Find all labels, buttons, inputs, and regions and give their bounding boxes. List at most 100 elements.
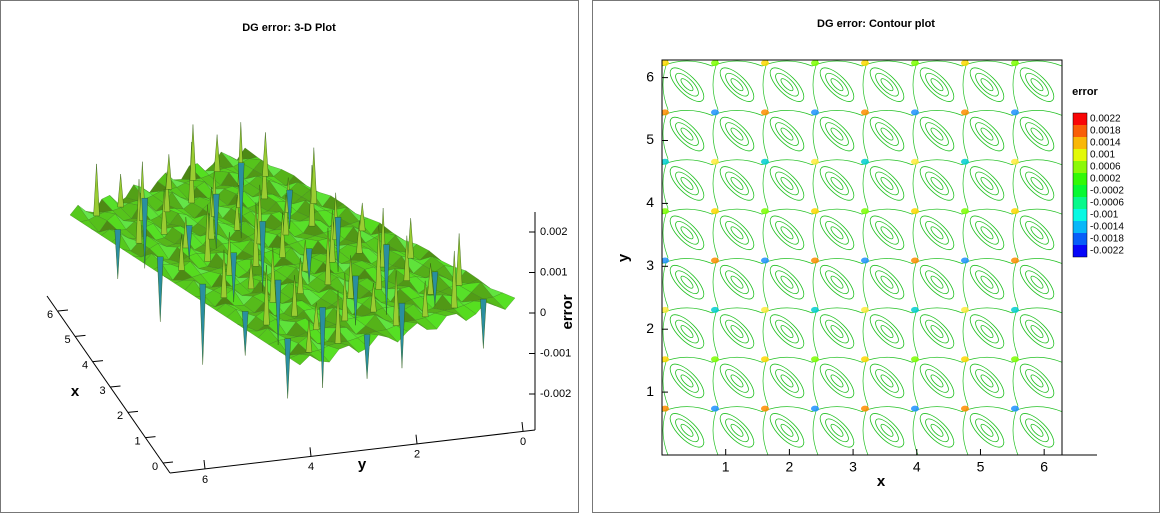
contour-line	[719, 166, 755, 201]
contour-spot	[811, 208, 819, 215]
contour-spot	[961, 60, 969, 66]
contour-line	[975, 72, 999, 97]
contour-line	[769, 166, 805, 201]
contour-line	[730, 127, 744, 141]
contour-line	[775, 418, 799, 443]
contour-spot	[861, 405, 869, 412]
contour-line	[825, 369, 849, 393]
surface-spike	[114, 229, 121, 279]
contour-spot	[911, 356, 919, 363]
contour-line	[875, 319, 899, 344]
contour-line	[869, 413, 905, 448]
contour-spot	[861, 356, 869, 363]
surface-spike	[356, 220, 363, 254]
y-tick-label: 5	[646, 131, 654, 147]
contour-line	[1025, 72, 1049, 97]
contour-spot	[861, 158, 869, 165]
surface-spike	[247, 259, 255, 290]
contour-spot	[961, 356, 969, 363]
y-tick-label: 2	[414, 449, 420, 461]
contour-line	[925, 220, 949, 245]
contour-line	[930, 78, 944, 92]
contour-spot	[1011, 405, 1019, 412]
contour-line	[830, 275, 844, 289]
surface-spike	[230, 252, 237, 303]
contour-line	[930, 176, 944, 190]
contour-spot	[1011, 158, 1019, 165]
x-axis-label: x	[71, 383, 80, 400]
surface-spike	[178, 234, 185, 271]
contour-line	[675, 270, 699, 295]
surface-spike	[359, 202, 366, 232]
contour-spot	[911, 109, 919, 116]
contour-line	[730, 423, 744, 437]
contour-line	[669, 413, 705, 448]
contour-line	[725, 418, 749, 443]
x-tick-label: 6	[47, 309, 53, 321]
surface-spike	[427, 263, 434, 295]
surface-spike	[259, 221, 266, 292]
contour-line	[675, 220, 699, 245]
contour-spot	[861, 306, 869, 313]
contour-line	[980, 275, 994, 289]
contour-line	[975, 369, 999, 393]
contour-line	[1030, 176, 1044, 190]
y-tick	[203, 459, 206, 470]
surface-spike	[310, 147, 318, 204]
x-tick-label: 1	[134, 436, 140, 448]
contour-spot	[861, 109, 869, 116]
z-tick-label: 0.002	[540, 226, 568, 238]
contour-line	[780, 127, 794, 141]
contour-line	[1025, 171, 1049, 196]
surface-spike	[341, 272, 349, 322]
surface-spike	[480, 298, 487, 349]
contour-spot	[961, 405, 969, 412]
contour-line	[819, 413, 855, 448]
colorbar-swatch	[1073, 245, 1087, 257]
contour-spot	[761, 208, 769, 215]
contour-line	[1025, 122, 1049, 146]
contour-line	[680, 78, 694, 92]
contour-line	[919, 264, 955, 300]
z-tick-label: -0.001	[540, 347, 571, 359]
surface-spike	[157, 256, 164, 322]
contour-line	[730, 374, 744, 388]
contour-line	[680, 374, 694, 388]
contour-line	[875, 369, 899, 393]
contour-spot	[811, 60, 819, 66]
contour-line	[769, 116, 805, 152]
contour-line	[819, 166, 855, 201]
surface-spike	[117, 174, 124, 208]
contour-line	[1025, 369, 1049, 393]
contour-line	[975, 319, 999, 344]
contour-spot	[662, 158, 669, 165]
surface-spike	[334, 290, 342, 344]
contour-spot	[961, 158, 969, 165]
surface-spike	[199, 283, 206, 365]
contour-spot	[711, 158, 719, 165]
contour-spot	[911, 208, 919, 215]
contour-line	[980, 176, 994, 190]
surface-patch	[289, 354, 311, 366]
contour-line	[980, 423, 994, 437]
contour-line	[825, 270, 849, 295]
contour-line	[680, 423, 694, 437]
surface-spike	[398, 302, 406, 369]
contour-spot	[811, 109, 819, 116]
colorbar-swatch	[1073, 221, 1087, 233]
y-tick	[415, 434, 418, 444]
contour-line	[930, 374, 944, 388]
surface-spike	[141, 197, 148, 269]
y-axis-label: y	[615, 253, 632, 262]
contour-line	[830, 226, 844, 240]
contour-line	[880, 226, 894, 240]
contour-line	[769, 67, 805, 102]
colorbar-tick-label: 0.0002	[1090, 174, 1121, 185]
colorbar-tick-label: 0.0014	[1090, 138, 1121, 149]
contour-line	[919, 166, 955, 201]
contour-line	[880, 176, 894, 190]
contour-spot	[711, 405, 719, 412]
contour-line	[1019, 67, 1055, 102]
x-tick-label: 2	[785, 459, 793, 475]
contour-line	[775, 369, 799, 393]
